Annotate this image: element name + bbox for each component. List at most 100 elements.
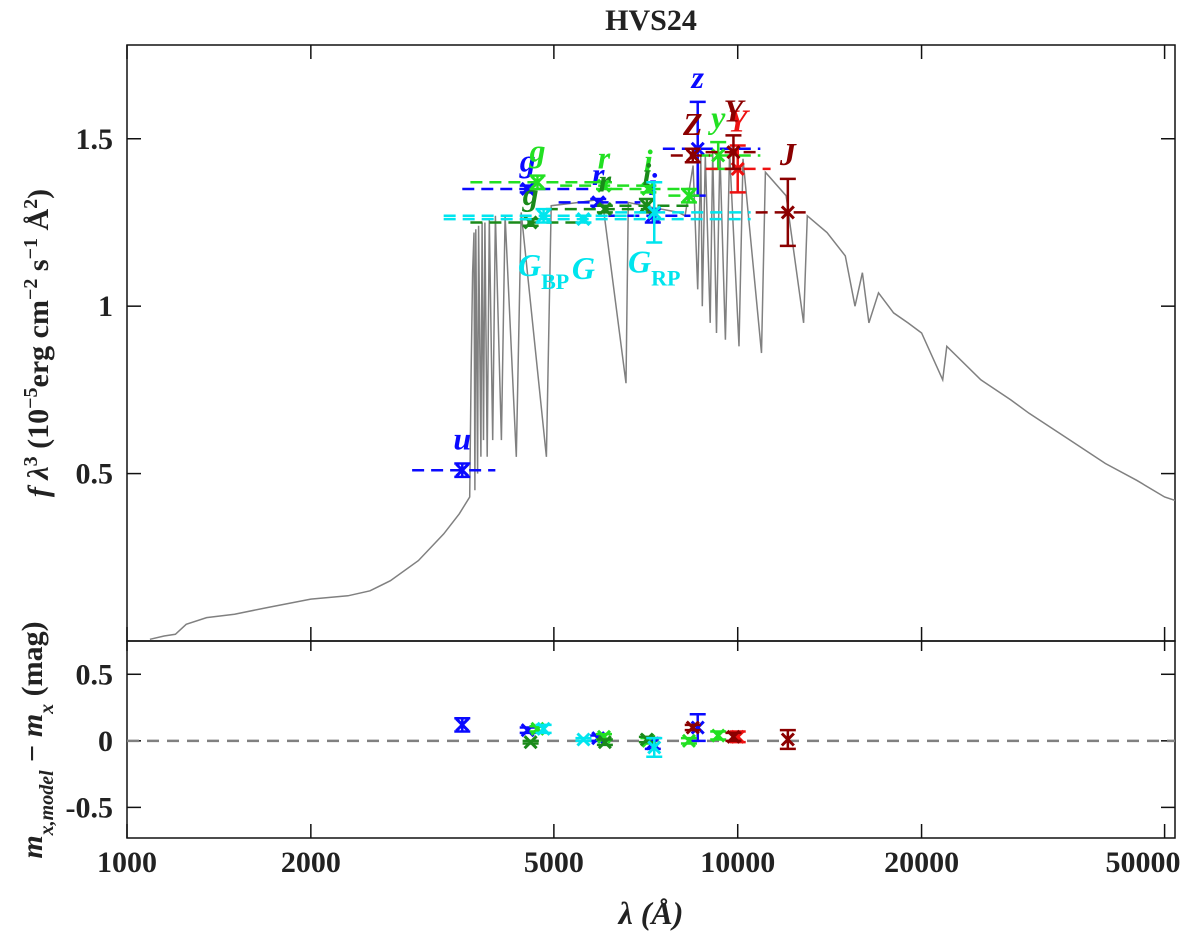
- flux-point-stroke: [641, 181, 656, 197]
- band-name: Y: [724, 92, 746, 128]
- residual-point-stroke: [455, 717, 470, 732]
- band-name: i: [644, 143, 653, 179]
- residual-y-tick-label: 0: [98, 725, 113, 758]
- residual-y-axis-label-part: x: [36, 704, 58, 715]
- flux-point-stroke: [685, 148, 700, 163]
- residual-point: [647, 740, 662, 755]
- band-name: G: [518, 247, 541, 283]
- flux-point-stroke: [780, 205, 795, 220]
- residual-point-stroke: [685, 720, 700, 735]
- flux-point-stroke: [596, 178, 612, 193]
- residual-y-axis-label-part: − m: [16, 714, 49, 771]
- residual-point: [536, 721, 551, 736]
- flux-point: [685, 148, 700, 163]
- band-label: z: [690, 59, 704, 95]
- band-label: J: [779, 136, 797, 172]
- x-tick-label: 5000: [524, 846, 584, 879]
- residual-point-stroke: [711, 728, 726, 743]
- band-name: r: [598, 139, 611, 175]
- residual-point-stroke: [681, 733, 696, 748]
- flux-point-stroke: [681, 188, 696, 203]
- band-name: G: [628, 243, 651, 279]
- flux-point: [530, 175, 545, 190]
- flux-point: [780, 205, 795, 220]
- y-axis-label-part: (10: [22, 409, 55, 457]
- y-tick-label: 1: [98, 290, 113, 323]
- flux-point-stroke: [711, 148, 726, 163]
- flux-point-stroke: [647, 205, 662, 220]
- band-name: Z: [682, 106, 703, 142]
- residual-point-stroke: [647, 740, 662, 755]
- residual-y-axis-label-part: (mag): [16, 621, 49, 703]
- residual-point-stroke: [639, 732, 654, 747]
- band-subscript: BP: [541, 268, 569, 293]
- residual-point-stroke: [726, 729, 741, 744]
- band-name: J: [779, 136, 797, 172]
- model-spectrum: [149, 152, 1175, 641]
- y-tick-label: 0.5: [76, 458, 114, 491]
- band-name: g: [522, 176, 539, 212]
- residual-point-stroke: [597, 735, 612, 750]
- residual-point-stroke: [780, 732, 795, 747]
- residual-y-tick-label: 0.5: [76, 658, 114, 691]
- band-name: i: [642, 156, 651, 192]
- residual-y-axis-label-part: m: [16, 835, 49, 858]
- y-axis-label-part: f λ: [22, 466, 55, 497]
- residual-point: [780, 732, 795, 747]
- band-label: Y: [724, 92, 746, 128]
- flux-point: [455, 463, 470, 478]
- y-tick-label: 1.5: [76, 123, 114, 156]
- flux-point: [726, 145, 741, 160]
- flux-point: [641, 181, 656, 197]
- flux-point-stroke: [523, 215, 538, 230]
- x-tick-label: 50000: [1106, 846, 1181, 879]
- flux-point: [576, 212, 591, 227]
- band-label: y: [707, 99, 726, 135]
- x-tick-label: 20000: [884, 846, 959, 879]
- residual-point-stroke: [576, 732, 591, 747]
- residual-point-stroke: [523, 735, 538, 750]
- x-tick-label: 1000: [97, 846, 157, 879]
- flux-point-stroke: [530, 175, 545, 190]
- band-name: Y: [728, 102, 750, 138]
- y-axis-label: f λ3 (10−5erg cm−2 s−1 Å2): [20, 189, 55, 497]
- y-axis-label-part: −5: [20, 387, 42, 408]
- y-axis-label-part: ): [22, 189, 55, 199]
- flux-point: [596, 178, 612, 193]
- band-label: u: [453, 421, 471, 457]
- flux-point-stroke: [520, 181, 535, 197]
- band-name: y: [707, 99, 726, 135]
- flux-point-stroke: [591, 195, 606, 210]
- y-axis-label-part: 3: [20, 456, 42, 466]
- y-axis-label-part: Å: [22, 209, 55, 239]
- residual-point: [597, 735, 612, 750]
- flux-point: [520, 181, 535, 197]
- y-axis-label-part: −1: [20, 238, 42, 259]
- residual-point: [711, 728, 726, 743]
- y-axis-label-part: s: [22, 259, 55, 278]
- band-name: r: [599, 163, 612, 199]
- band-name: G: [572, 250, 595, 286]
- residual-point-stroke: [596, 729, 612, 744]
- residual-point: [455, 717, 470, 732]
- band-label: G: [572, 250, 595, 286]
- residual-point: [690, 720, 705, 735]
- y-axis-label-part: erg cm: [22, 300, 55, 387]
- x-axis-label: λ (Å): [617, 895, 684, 931]
- flux-point-stroke: [639, 198, 654, 213]
- residual-frame: [126, 640, 1176, 839]
- residual-point: [523, 735, 538, 750]
- band-label: r: [599, 163, 612, 199]
- band-label: r: [598, 139, 611, 175]
- band-subscript: RP: [651, 265, 680, 290]
- main-frame: [126, 44, 1176, 642]
- residual-point: [681, 733, 696, 748]
- band-name: g: [519, 143, 536, 179]
- flux-point-stroke: [455, 463, 470, 478]
- flux-point: [647, 205, 662, 220]
- band-name: u: [453, 421, 471, 457]
- flux-point-stroke: [576, 212, 591, 227]
- residual-point: [726, 729, 741, 744]
- residual-y-axis-label: mx,model − mx (mag): [16, 621, 58, 858]
